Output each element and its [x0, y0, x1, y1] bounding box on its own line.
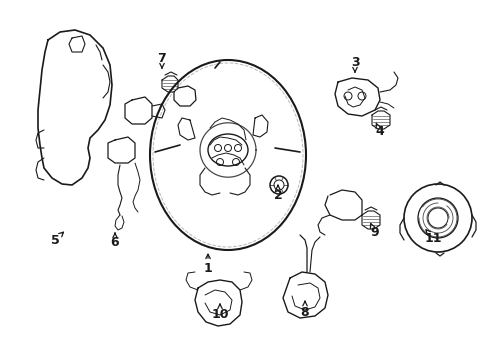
Text: 11: 11 — [424, 231, 441, 244]
Text: 5: 5 — [51, 234, 59, 247]
Text: 9: 9 — [370, 226, 379, 239]
Text: 3: 3 — [350, 55, 359, 68]
Text: 10: 10 — [211, 309, 228, 321]
Text: 6: 6 — [110, 237, 119, 249]
Text: 7: 7 — [157, 51, 166, 64]
Text: 8: 8 — [300, 306, 309, 319]
Text: 2: 2 — [273, 189, 282, 202]
Text: 1: 1 — [203, 261, 212, 274]
Text: 4: 4 — [375, 126, 384, 139]
